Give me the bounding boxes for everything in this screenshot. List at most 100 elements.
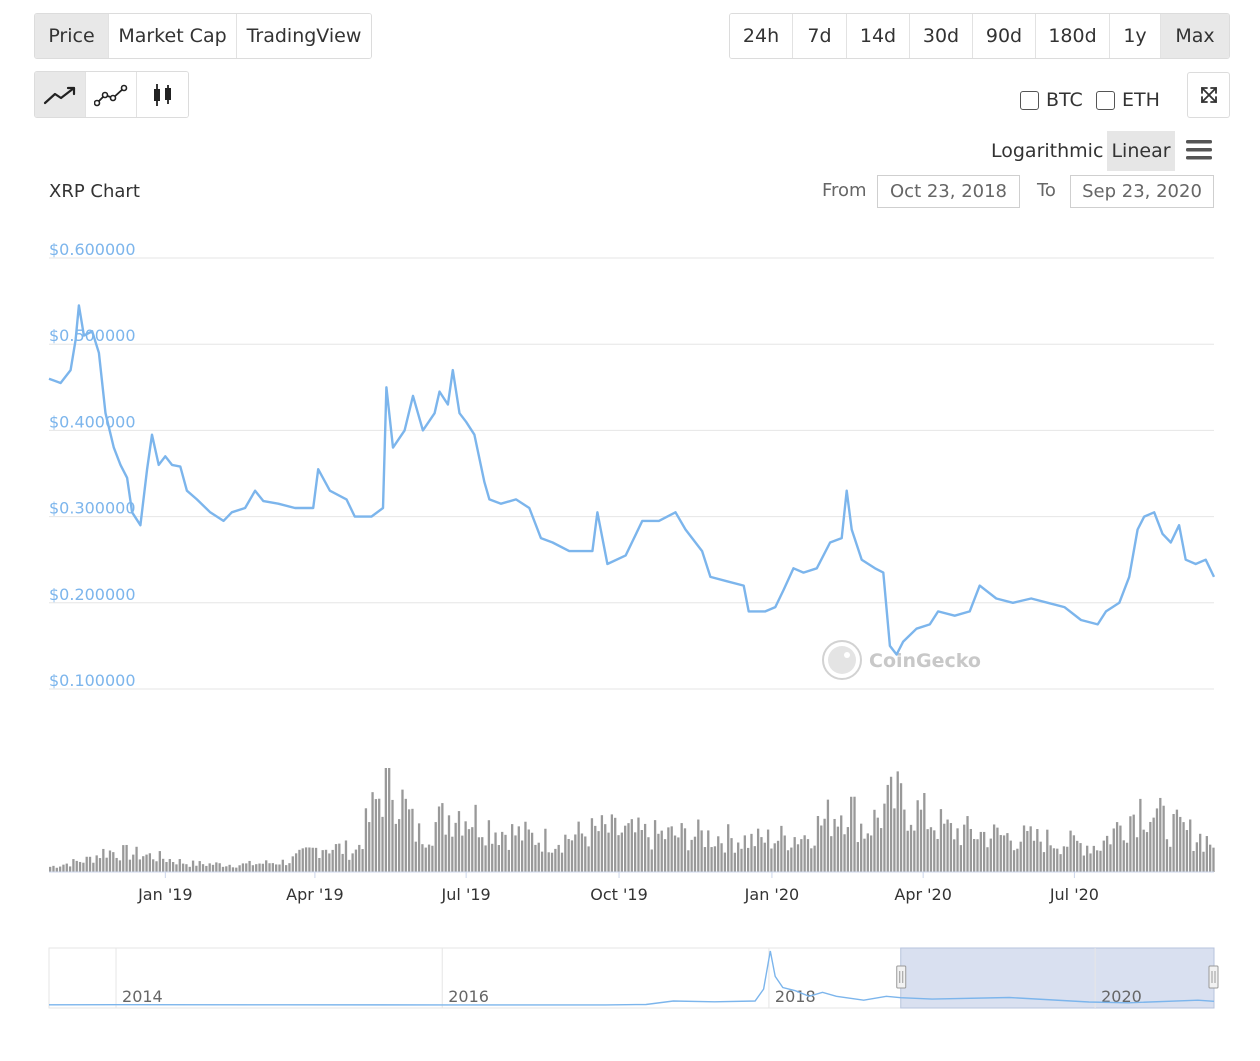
volume-bar	[1199, 833, 1202, 872]
volume-bar	[1205, 836, 1208, 872]
volume-bar	[371, 792, 374, 872]
volume-bar	[1195, 842, 1199, 872]
navigator[interactable]: 2014 2016 2018 2020	[48, 947, 1219, 1009]
volume-bar	[683, 828, 687, 872]
volume-bar	[703, 847, 707, 872]
volume-bar	[564, 834, 567, 872]
volume-bar	[643, 823, 647, 872]
volume-bar	[550, 852, 554, 872]
volume-bar	[328, 853, 331, 872]
navigator-left-handle[interactable]	[896, 965, 907, 989]
volume-bar	[1076, 840, 1079, 872]
volume-bar	[946, 819, 949, 872]
volume-bar	[823, 818, 826, 872]
volume-bar	[105, 857, 108, 872]
volume-bar	[594, 825, 597, 872]
volume-bar	[846, 827, 850, 872]
volume-bar	[909, 824, 913, 872]
checkbox-box[interactable]	[1020, 90, 1039, 110]
volume-bar	[191, 860, 195, 872]
y-tick-label: $0.500000	[49, 326, 136, 345]
volume-bar	[780, 825, 783, 872]
volume-bar	[963, 824, 966, 872]
navigator-right-handle[interactable]	[1208, 965, 1219, 989]
volume-bar	[1125, 842, 1129, 872]
volume-bar	[1175, 809, 1179, 872]
volume-bar	[760, 837, 763, 872]
volume-bar	[424, 847, 427, 872]
scale-logarithmic-button[interactable]: Logarithmic	[991, 140, 1104, 162]
line-chart-icon	[43, 86, 76, 104]
scale-linear-button[interactable]: Linear	[1107, 131, 1175, 171]
volume-bar	[334, 844, 338, 872]
volume-bar	[840, 815, 843, 872]
volume-bar	[1179, 816, 1182, 872]
range-7d-button[interactable]: 7d	[793, 14, 847, 58]
volume-bar	[95, 855, 98, 872]
candlestick-chart-button[interactable]	[137, 72, 188, 117]
volume-bar	[411, 808, 414, 872]
tab-price[interactable]: Price	[35, 14, 109, 58]
compare-btc-checkbox[interactable]: BTC	[1020, 89, 1083, 111]
fullscreen-button[interactable]	[1187, 72, 1230, 118]
volume-bar	[1012, 850, 1016, 872]
checkbox-box[interactable]	[1096, 90, 1115, 110]
volume-bar	[1172, 813, 1175, 872]
volume-bar	[1129, 816, 1132, 872]
volume-bar	[414, 841, 417, 872]
volume-bar	[384, 768, 388, 872]
range-24h-button[interactable]: 24h	[730, 14, 793, 58]
from-date-input[interactable]: Oct 23, 2018	[877, 175, 1020, 208]
hamburger-menu-icon[interactable]	[1185, 138, 1213, 162]
volume-bar	[494, 832, 497, 872]
volume-bar	[391, 799, 394, 872]
volume-bar	[973, 838, 976, 872]
navigator-line	[48, 950, 1215, 1006]
compare-eth-checkbox[interactable]: ETH	[1096, 89, 1160, 111]
volume-bar	[231, 867, 235, 872]
volume-bar	[98, 858, 102, 872]
range-90d-button[interactable]: 90d	[973, 14, 1036, 58]
volume-bar	[248, 860, 251, 872]
volume-bar	[404, 798, 407, 872]
point-line-chart-icon	[94, 84, 128, 106]
volume-bar	[544, 828, 547, 872]
volume-bar	[1212, 847, 1215, 872]
volume-bar	[617, 835, 620, 872]
tab-tradingview[interactable]: TradingView	[237, 14, 371, 58]
volume-bar	[580, 833, 584, 872]
volume-bar	[833, 818, 836, 872]
volume-bar	[1069, 830, 1072, 872]
range-30d-button[interactable]: 30d	[910, 14, 973, 58]
volume-bar	[916, 800, 919, 872]
volume-bar	[936, 838, 939, 872]
line-chart-button[interactable]	[35, 72, 86, 117]
point-line-chart-button[interactable]	[86, 72, 137, 117]
volume-bar	[753, 846, 756, 872]
volume-bar	[979, 831, 982, 872]
volume-bar	[238, 865, 241, 872]
volume-bar	[982, 831, 986, 872]
to-date-input[interactable]: Sep 23, 2020	[1070, 175, 1214, 208]
volume-bar	[527, 829, 530, 872]
volume-bar	[152, 859, 155, 872]
volume-bar	[1132, 814, 1135, 872]
volume-bar	[607, 832, 610, 872]
volume-bar	[554, 848, 557, 872]
volume-bar	[620, 832, 623, 872]
volume-bar	[976, 839, 979, 872]
x-tick-label: Apr '20	[894, 885, 952, 904]
range-180d-button[interactable]: 180d	[1036, 14, 1110, 58]
range-1y-button[interactable]: 1y	[1110, 14, 1161, 58]
price-line-layer	[48, 304, 1216, 656]
volume-bar	[218, 863, 221, 872]
range-max-button[interactable]: Max	[1161, 14, 1229, 58]
volume-bar	[135, 846, 138, 872]
volume-bar	[966, 816, 969, 872]
volume-bar	[358, 844, 361, 872]
volume-bar	[540, 851, 544, 872]
range-14d-button[interactable]: 14d	[847, 14, 910, 58]
y-tick-label: $0.400000	[49, 412, 136, 431]
volume-bar	[112, 852, 115, 872]
tab-market-cap[interactable]: Market Cap	[109, 14, 237, 58]
